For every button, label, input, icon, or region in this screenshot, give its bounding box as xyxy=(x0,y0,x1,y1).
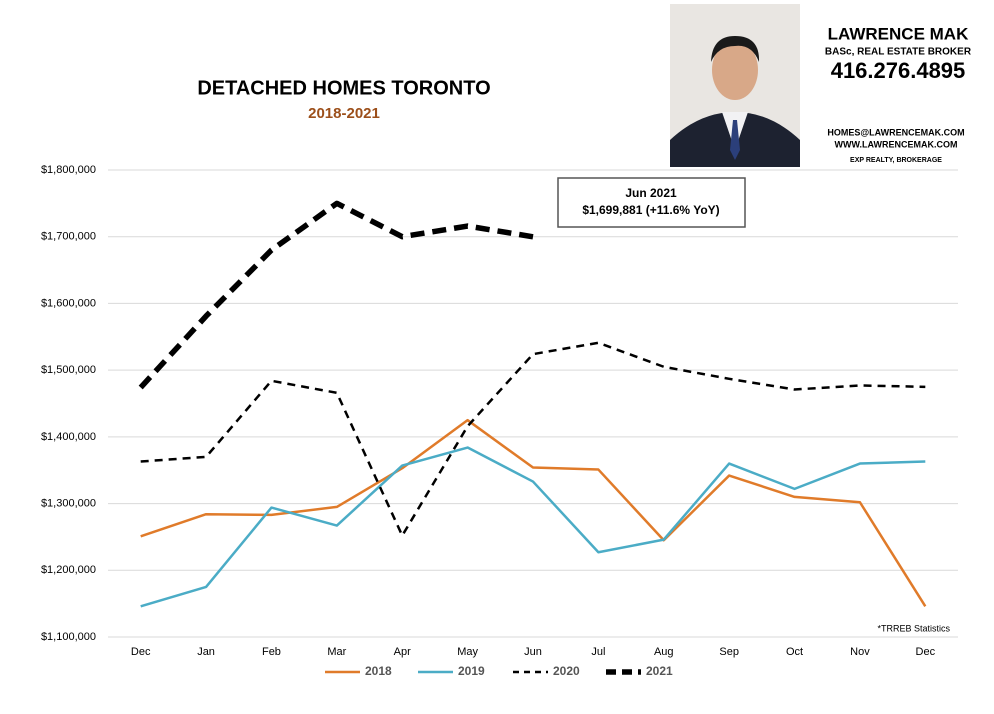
chart-subtitle: 2018-2021 xyxy=(308,105,380,122)
y-tick-label: $1,800,000 xyxy=(41,164,96,176)
x-tick-label: Nov xyxy=(850,646,870,658)
y-tick-label: $1,200,000 xyxy=(41,564,96,576)
chart-title: DETACHED HOMES TORONTO xyxy=(197,77,490,99)
x-tick-label: Mar xyxy=(327,646,346,658)
legend-label: 2021 xyxy=(646,664,673,678)
series-line xyxy=(140,418,927,607)
x-tick-label: Aug xyxy=(654,646,674,658)
series-line xyxy=(138,200,534,390)
agent-name: LAWRENCE MAK xyxy=(828,24,969,43)
y-tick-label: $1,400,000 xyxy=(41,431,96,443)
annotation-box xyxy=(557,177,746,228)
series-line xyxy=(140,341,926,537)
series-line xyxy=(140,446,926,608)
grid xyxy=(108,169,958,638)
x-tick-label: Feb xyxy=(262,646,281,658)
y-tick-label: $1,100,000 xyxy=(41,631,96,643)
agent-phone: 416.276.4895 xyxy=(831,58,966,83)
x-tick-label: Jan xyxy=(197,646,215,658)
x-tick-label: Jul xyxy=(591,646,605,658)
legend-label: 2019 xyxy=(458,664,485,678)
x-tick-label: Dec xyxy=(131,646,151,658)
agent-email: HOMES@LAWRENCEMAK.COM xyxy=(827,127,964,137)
x-tick-label: Oct xyxy=(786,646,803,658)
y-tick-label: $1,300,000 xyxy=(41,497,96,509)
agent-credentials: BASc, REAL ESTATE BROKER xyxy=(825,47,972,58)
x-tick-label: Jun xyxy=(524,646,542,658)
annotation-title: Jun 2021 xyxy=(625,186,677,200)
y-tick-label: $1,700,000 xyxy=(41,231,96,243)
footnote: *TRREB Statistics xyxy=(877,623,950,633)
portrait xyxy=(670,4,800,167)
y-tick-label: $1,600,000 xyxy=(41,297,96,309)
x-tick-label: May xyxy=(457,646,478,658)
annotation-text: $1,699,881 (+11.6% YoY) xyxy=(582,203,719,217)
legend-label: 2018 xyxy=(365,664,392,678)
x-tick-label: Sep xyxy=(719,646,739,658)
agent-website: WWW.LAWRENCEMAK.COM xyxy=(835,139,958,149)
x-tick-label: Dec xyxy=(916,646,936,658)
legend-label: 2020 xyxy=(553,664,580,678)
x-tick-label: Apr xyxy=(394,646,411,658)
agent-brokerage: EXP REALTY, BROKERAGE xyxy=(850,157,942,164)
y-tick-label: $1,500,000 xyxy=(41,364,96,376)
